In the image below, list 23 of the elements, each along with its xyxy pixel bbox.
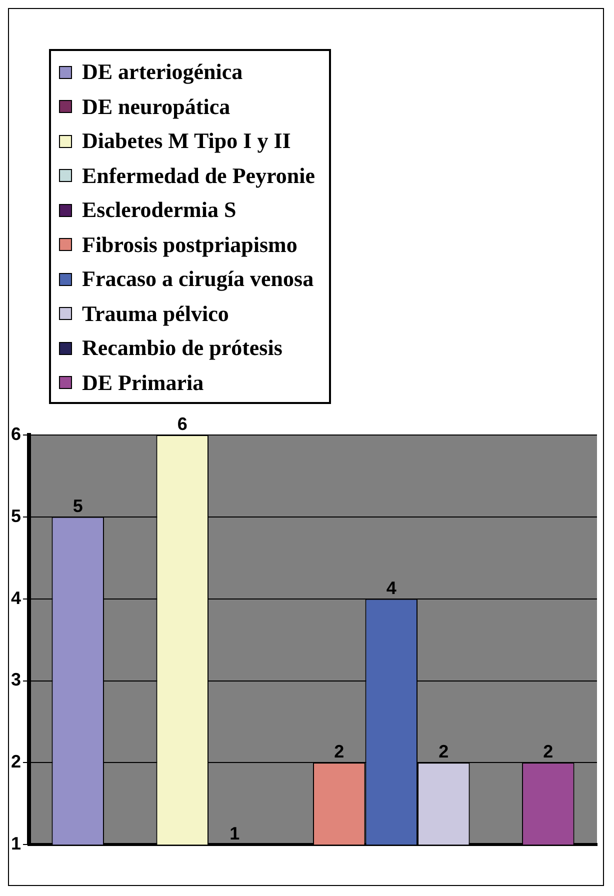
legend-label: DE neuropática xyxy=(82,92,230,121)
legend-label: Recambio de prótesis xyxy=(82,334,282,362)
legend-label: Esclerodermia S xyxy=(82,196,236,224)
legend-label: DE arteriogénica xyxy=(82,58,243,86)
legend-label: Enfermedad de Peyronie xyxy=(82,162,316,190)
legend-label: Fracaso a cirugía venosa xyxy=(82,265,314,293)
data-label: 2 xyxy=(334,742,344,762)
legend-label: Diabetes M Tipo I y II xyxy=(82,127,291,155)
data-label: 4 xyxy=(386,578,396,598)
data-label: 1 xyxy=(230,824,240,844)
legend-label: DE Primaria xyxy=(82,368,204,396)
y-tick-label: 4 xyxy=(10,588,22,608)
y-tick-label: 1 xyxy=(10,834,22,854)
data-label: 6 xyxy=(177,414,188,434)
data-label: 5 xyxy=(72,496,83,516)
data-label: 2 xyxy=(438,742,449,762)
y-tick-label: 3 xyxy=(10,670,22,690)
data-label: 2 xyxy=(543,742,554,762)
legend-label: Fibrosis postpriapismo xyxy=(82,230,298,259)
y-tick-label: 2 xyxy=(10,752,22,772)
y-tick-label: 5 xyxy=(10,506,22,526)
y-tick-label: 6 xyxy=(10,424,22,444)
legend-label: Trauma pélvico xyxy=(82,300,229,328)
